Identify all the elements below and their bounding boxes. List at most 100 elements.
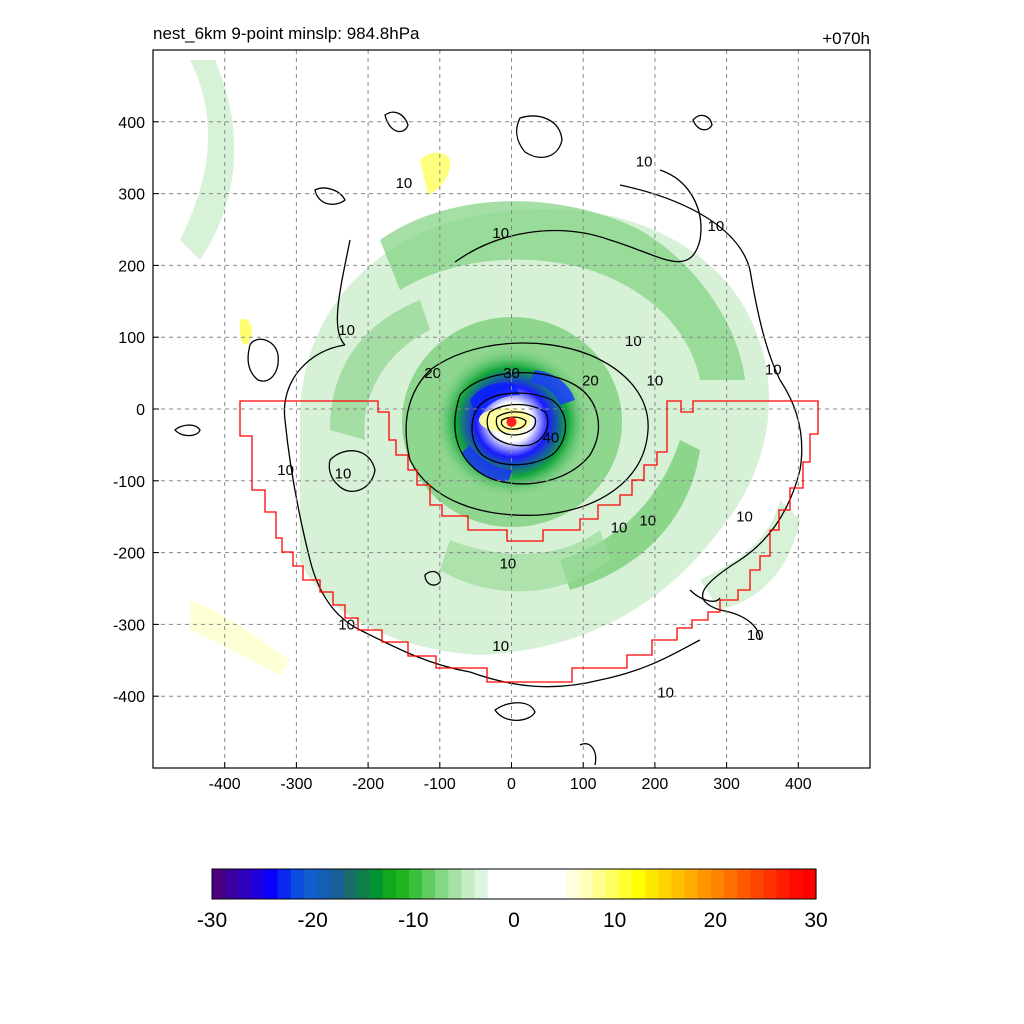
time-label: +070h (822, 29, 870, 48)
colorbar-cell (212, 869, 226, 899)
colorbar-cell (448, 869, 463, 899)
contour-label: 10 (625, 333, 642, 350)
colorbar-cell (514, 869, 528, 899)
x-tick-label: 0 (507, 776, 516, 793)
contour-label: 10 (639, 512, 656, 529)
contour-label: 10 (708, 218, 725, 235)
x-tick-label: -100 (424, 776, 456, 793)
contour-label: 10 (747, 627, 764, 644)
colorbar-cell (802, 869, 817, 899)
contour-label: 20 (424, 365, 441, 382)
contour-label: 10 (492, 225, 509, 242)
y-tick-label: -200 (113, 546, 145, 563)
contour-label: 10 (657, 685, 674, 702)
y-tick-label: 200 (118, 258, 145, 275)
colorbar-cell (553, 869, 568, 899)
x-tick-label: -300 (280, 776, 312, 793)
colorbar-cell (684, 869, 699, 899)
colorbar-cell (737, 869, 751, 899)
x-tick-label: 100 (570, 776, 597, 793)
colorbar-cell (540, 869, 554, 899)
colorbar-tick-label: 0 (508, 909, 520, 932)
colorbar: -30 -20 -10 0 10 20 30 (197, 868, 828, 932)
colorbar-tick-label: 20 (704, 909, 727, 932)
colorbar-cell (671, 869, 686, 899)
colorbar-cell (592, 869, 607, 899)
colorbar-cell (264, 869, 279, 899)
colorbar-cell (579, 869, 594, 899)
colorbar-cell (369, 869, 384, 899)
contour-label: 10 (277, 462, 294, 479)
y-tick-label: -400 (113, 689, 145, 706)
x-tick-label: -200 (352, 776, 384, 793)
colorbar-cell (330, 869, 344, 899)
colorbar-cell (317, 869, 331, 899)
colorbar-cell (527, 869, 541, 899)
colorbar-cell (632, 869, 646, 899)
contour-label: 10 (396, 175, 413, 192)
contour-label: 10 (736, 509, 753, 526)
colorbar-tick-label: -10 (398, 909, 428, 932)
colorbar-cell (474, 869, 489, 899)
y-tick-label: 300 (118, 187, 145, 204)
analysis-region-outline (239, 400, 819, 683)
colorbar-cell (789, 869, 804, 899)
colorbar-cell (710, 869, 725, 899)
wind-contours (174, 111, 803, 766)
colorbar-cell (776, 869, 791, 899)
colorbar-cell (487, 869, 502, 899)
colorbar-cell (225, 869, 239, 899)
contour-label: 40 (543, 430, 560, 447)
colorbar-cell (395, 869, 410, 899)
colorbar-cell (435, 869, 449, 899)
x-tick-label: 400 (785, 776, 812, 793)
x-axis: -400 -300 -200 -100 0 100 200 300 400 (209, 762, 812, 793)
contour-label: 10 (338, 322, 355, 339)
storm-center-marker (506, 416, 517, 427)
colorbar-cell (238, 869, 252, 899)
contour-label: 10 (636, 153, 653, 170)
chart-title: nest_6km 9-point minslp: 984.8hPa (153, 24, 420, 43)
colorbar-cell (658, 869, 673, 899)
contour-label: 10 (335, 466, 352, 483)
colorbar-cell (422, 869, 436, 899)
colorbar-tick-label: 30 (804, 909, 827, 932)
contour-label: 10 (765, 362, 782, 379)
contour-label: 20 (582, 372, 599, 389)
colorbar-cell (251, 869, 266, 899)
colorbar-cell (605, 869, 620, 899)
y-tick-label: -300 (113, 617, 145, 634)
x-tick-label: 200 (642, 776, 669, 793)
x-tick-label: 300 (713, 776, 740, 793)
colorbar-cell (277, 869, 292, 899)
colorbar-cell (763, 869, 778, 899)
contour-label: 10 (611, 519, 628, 536)
colorbar-cell (343, 869, 358, 899)
colorbar-tick-label: 10 (603, 909, 626, 932)
x-tick-label: -400 (209, 776, 241, 793)
contour-label: 10 (500, 555, 517, 572)
colorbar-cell (500, 869, 515, 899)
colorbar-cell (566, 869, 581, 899)
y-axis: 400 300 200 100 0 -100 -200 -300 -400 (113, 115, 159, 706)
colorbar-cell (724, 869, 738, 899)
colorbar-cell (382, 869, 397, 899)
vorticity-field (180, 60, 800, 675)
colorbar-cell (461, 869, 476, 899)
y-tick-label: -100 (113, 474, 145, 491)
colorbar-frame (211, 868, 817, 900)
y-tick-label: 0 (136, 402, 145, 419)
colorbar-tick-label: -30 (197, 909, 227, 932)
colorbar-cell (356, 869, 371, 899)
colorbar-cell (697, 869, 712, 899)
colorbar-cell (290, 869, 305, 899)
contour-label: 10 (492, 638, 509, 655)
y-tick-label: 100 (118, 330, 145, 347)
y-tick-label: 400 (118, 115, 145, 132)
colorbar-cell (645, 869, 660, 899)
colorbar-tick-label: -20 (297, 909, 327, 932)
colorbar-cell (750, 869, 765, 899)
